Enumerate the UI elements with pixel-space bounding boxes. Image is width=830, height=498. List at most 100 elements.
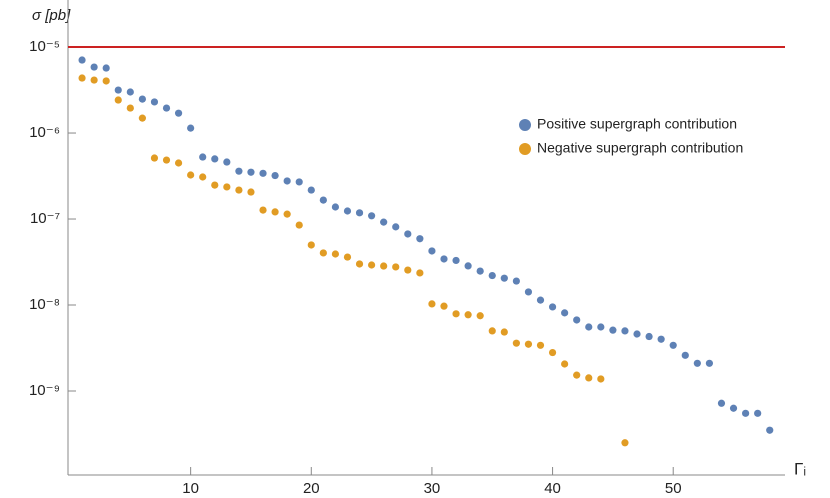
point [500,328,508,336]
point [307,186,315,194]
point [307,241,315,249]
point [573,316,581,324]
point [440,255,448,263]
point [114,96,122,104]
y-tick-label: 10⁻⁷ [30,210,60,227]
point [331,250,340,258]
point [621,327,629,335]
x-tick-label: 30 [424,480,441,497]
point [561,309,569,317]
point [742,409,750,417]
point [138,95,146,103]
point [585,374,593,382]
y-tick-label: 10⁻⁸ [29,296,60,313]
point [235,186,243,194]
point [645,332,653,341]
point [476,267,484,275]
point [114,86,122,94]
point [717,399,726,407]
point [633,330,641,338]
legend-marker [519,119,531,131]
point [343,207,352,215]
point [621,439,629,447]
point [500,274,508,282]
point [223,158,231,166]
y-tick-label: 10⁻⁹ [29,382,60,399]
point [476,312,484,320]
point [174,109,183,117]
x-axis-label: Γᵢ [794,459,806,478]
point [343,253,352,261]
x-tick-label: 50 [665,480,682,497]
point [404,266,412,274]
point [428,247,436,255]
point [597,323,605,331]
point [512,277,520,285]
point [657,335,665,343]
x-tick-label: 40 [544,480,561,497]
point [573,371,581,379]
point [319,196,327,204]
point [536,341,545,349]
point [464,262,472,270]
point [597,375,605,383]
point [729,404,738,412]
point [404,230,412,238]
y-tick-label: 10⁻⁵ [29,38,60,55]
point [452,256,460,265]
point [368,212,376,220]
legend-marker [519,143,531,155]
point [380,262,388,270]
point [90,76,98,84]
point [283,210,291,218]
x-tick-label: 20 [303,480,320,497]
point [609,326,617,334]
point [392,263,400,271]
point [162,156,171,164]
point [150,154,159,162]
point [295,221,303,229]
point [199,173,207,181]
point [766,426,774,434]
point [380,218,388,226]
legend-label: Negative supergraph contribution [537,140,743,156]
point [754,409,762,417]
point [681,351,689,359]
point [174,159,183,167]
point [368,261,376,269]
point [283,177,291,185]
point [211,155,219,163]
point [126,104,134,112]
point [199,153,207,161]
point [464,311,472,319]
point [295,178,303,186]
point [512,339,520,347]
point [223,183,231,191]
point [452,310,460,318]
point [90,63,98,71]
point [187,171,195,179]
point [585,323,593,331]
point [416,269,424,277]
point [78,56,86,64]
point [524,340,533,348]
point [440,302,448,310]
point [488,327,496,335]
point [102,64,110,72]
point [331,203,340,211]
point [669,341,677,349]
point [488,271,496,280]
point [102,77,110,85]
point [705,359,714,367]
point [187,124,195,132]
point [271,208,279,216]
point [138,114,146,122]
point [235,167,243,175]
point [392,223,400,231]
point [416,235,424,243]
point [536,296,545,304]
point [428,300,436,308]
point [259,206,267,214]
point [355,260,364,268]
